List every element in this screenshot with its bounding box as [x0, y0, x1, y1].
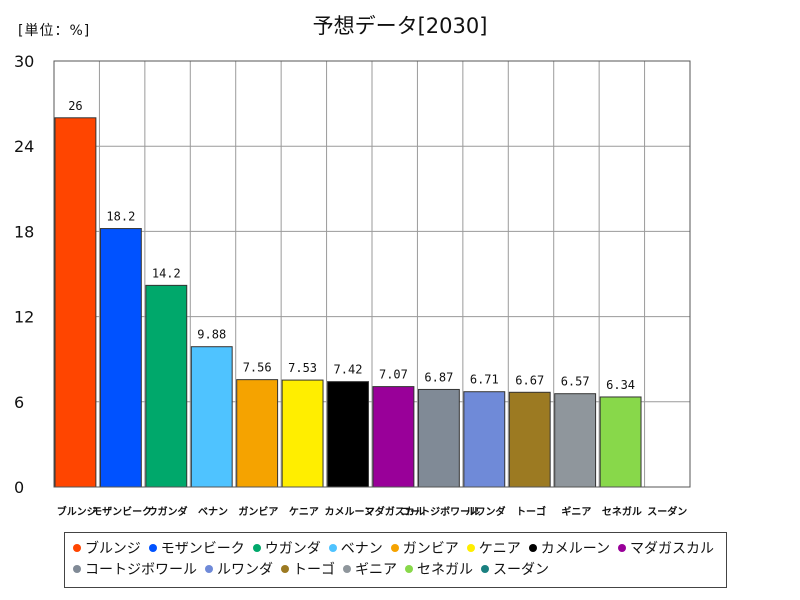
legend-item: マダガスカル	[618, 539, 714, 560]
legend-dot-icon	[281, 565, 289, 573]
bar	[372, 386, 415, 488]
bar	[190, 346, 233, 488]
unit-label: [単位：%]	[18, 23, 91, 39]
x-tick-label: トーゴ	[516, 505, 546, 518]
chart-title: 予想データ[2030]	[312, 14, 488, 38]
bar	[54, 117, 97, 488]
legend-dot-icon	[73, 544, 81, 552]
data-label: 18.2	[106, 210, 135, 224]
legend-label: コートジボワール	[85, 562, 197, 578]
legend-label: モザンビーク	[160, 541, 245, 557]
x-tick-label: セネガル	[602, 505, 642, 518]
x-tick-label: ベナン	[198, 506, 228, 518]
legend-item: ブルンジ	[73, 539, 141, 560]
legend-item: トーゴ	[281, 560, 335, 581]
data-label: 14.2	[152, 266, 181, 280]
bar	[508, 391, 551, 488]
bar	[236, 379, 279, 488]
y-tick-label: 0	[14, 478, 24, 497]
legend-label: ウガンダ	[264, 541, 321, 557]
x-tick-label: ギニア	[561, 505, 591, 518]
y-tick-label: 30	[14, 52, 34, 71]
bar-chart: 26 18.2 14.2 9.88 7.56 7.53 7.42 7.07 6.87 6.71 6.…	[14, 52, 691, 518]
bar	[145, 284, 188, 488]
bar	[417, 388, 460, 488]
legend-item: ウガンダ	[252, 539, 321, 560]
plot-frame	[53, 60, 691, 488]
y-tick-label: 18	[14, 222, 34, 241]
data-label: 6.87	[424, 370, 453, 384]
data-label: 7.42	[334, 363, 363, 377]
y-tick-label: 12	[14, 308, 34, 327]
legend: ブルンジ モザンビーク ウガンダ ベナン ガンビア ケニア カメルーン マダガスカルコートジボ…	[64, 532, 727, 588]
legend-dot-icon	[481, 565, 489, 573]
legend-dot-icon	[73, 565, 81, 573]
legend-dot-icon	[618, 544, 627, 552]
x-tick-label: スーダン	[647, 505, 687, 518]
legend-label: トーゴ	[293, 562, 335, 578]
legend-label: ベナン	[340, 541, 383, 557]
legend-item: モザンビーク	[148, 539, 245, 560]
x-tick-label: モザンビーク	[92, 505, 152, 518]
x-tick-label: ルワンダ	[466, 505, 506, 518]
data-label: 6.67	[515, 373, 544, 387]
data-label: 7.07	[379, 368, 408, 382]
legend-dot-icon	[466, 544, 475, 552]
legend-label: カメルーン	[540, 541, 611, 557]
data-label: 6.71	[470, 373, 499, 387]
legend-dot-icon	[343, 565, 351, 573]
bar	[327, 381, 369, 488]
data-label: 9.88	[197, 328, 226, 342]
data-label: 7.56	[243, 361, 272, 375]
bar	[99, 228, 142, 488]
legend-label: スーダン	[493, 562, 549, 578]
legend-item: スーダン	[481, 560, 549, 581]
data-label: 26	[68, 99, 82, 113]
bar	[463, 391, 506, 488]
legend-label: ガンビア	[402, 541, 459, 557]
legend-label: マダガスカル	[630, 541, 715, 557]
legend-label: セネガル	[417, 562, 473, 578]
legend-item: ケニア	[466, 539, 521, 560]
data-label: 7.53	[288, 361, 317, 375]
legend-item: ベナン	[328, 539, 383, 560]
data-label: 6.57	[561, 375, 590, 389]
x-tick-label: ガンビア	[238, 505, 278, 518]
legend-item: ギニア	[343, 560, 397, 581]
legend-item: ガンビア	[390, 539, 459, 560]
data-label: 6.34	[606, 378, 635, 392]
x-tick-label: コートジボワール	[400, 505, 480, 518]
legend-dot-icon	[405, 565, 413, 573]
legend-label: ケニア	[478, 541, 521, 557]
x-tick-label: カメルーン	[325, 506, 375, 518]
x-tick-label: マダガスカル	[365, 505, 425, 518]
legend-dot-icon	[205, 565, 213, 573]
legend-item: カメルーン	[528, 539, 611, 560]
legend-dot-icon	[148, 544, 157, 552]
legend-label: ブルンジ	[85, 541, 141, 557]
bar	[554, 393, 597, 488]
legend-dot-icon	[252, 544, 261, 552]
bar	[281, 379, 324, 488]
y-tick-label: 24	[14, 137, 34, 156]
legend-item: ルワンダ	[205, 560, 273, 581]
legend-item: セネガル	[405, 560, 473, 581]
x-tick-label: ブルンジ	[57, 505, 97, 518]
x-tick-label: ウガンダ	[148, 505, 188, 518]
legend-label: ギニア	[355, 562, 397, 578]
legend-dot-icon	[328, 544, 337, 552]
x-tick-label: ケニア	[289, 506, 319, 518]
legend-dot-icon	[390, 544, 399, 552]
y-tick-label: 6	[14, 393, 24, 412]
legend-dot-icon	[528, 544, 537, 552]
legend-label: ルワンダ	[217, 562, 273, 578]
bar	[599, 396, 642, 488]
legend-item: コートジボワール	[73, 560, 197, 581]
